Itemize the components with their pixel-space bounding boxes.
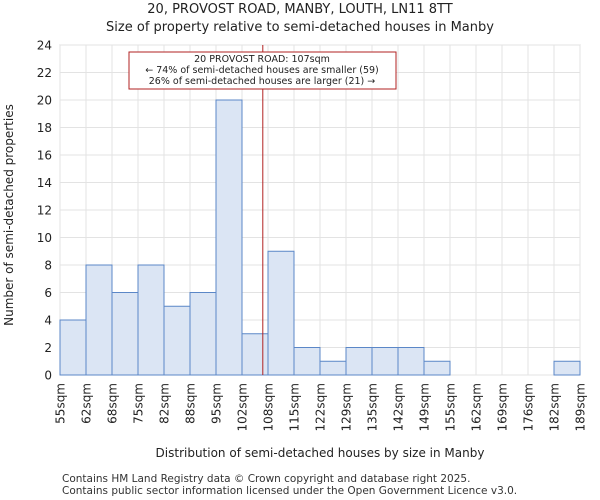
bar-108sqm: [267, 250, 295, 376]
x-tick-label: 162sqm: [470, 383, 484, 431]
annotation-line-1: 20 PROVOST ROAD: 107sqm: [194, 54, 330, 65]
bar-115sqm: [293, 347, 321, 376]
x-tick-label: 115sqm: [288, 383, 302, 431]
x-tick-label: 182sqm: [548, 383, 562, 431]
y-tick-label: 6: [44, 286, 52, 300]
y-tick-label: 22: [37, 66, 52, 80]
x-tick-label: 102sqm: [236, 383, 250, 431]
bar-68sqm: [111, 292, 139, 376]
footer-line-1: Contains HM Land Registry data © Crown c…: [62, 473, 471, 485]
y-tick-label: 12: [37, 204, 52, 218]
x-tick-label: 108sqm: [262, 383, 276, 431]
y-tick-label: 14: [37, 176, 52, 190]
bar-129sqm: [345, 347, 373, 376]
x-tick-label: 95sqm: [210, 383, 224, 424]
x-tick-label: 176sqm: [522, 383, 536, 431]
bar-142sqm: [397, 347, 425, 376]
y-tick-label: 10: [37, 231, 52, 245]
y-tick-label: 0: [44, 369, 52, 383]
bar-75sqm: [137, 264, 165, 376]
x-tick-label: 68sqm: [106, 383, 120, 424]
x-tick-label: 122sqm: [314, 383, 328, 431]
bar-149sqm: [423, 360, 451, 376]
x-axis-label: Distribution of semi-detached houses by …: [156, 446, 485, 460]
y-tick-label: 16: [37, 149, 52, 163]
x-tick-label: 189sqm: [574, 383, 588, 431]
x-tick-label: 55sqm: [54, 383, 68, 424]
x-tick-label: 142sqm: [392, 383, 406, 431]
bar-55sqm: [59, 319, 87, 376]
bar-82sqm: [163, 305, 191, 376]
bars: [59, 99, 581, 376]
y-axis-label: Number of semi-detached properties: [2, 104, 16, 326]
annotation-line-2: ← 74% of semi-detached houses are smalle…: [145, 65, 379, 76]
x-axis: 55sqm 62sqm 68sqm 75sqm 82sqm 88sqm 95sqm 102sq…: [54, 383, 588, 431]
y-tick-label: 20: [37, 94, 52, 108]
x-tick-label: 62sqm: [80, 383, 94, 424]
y-tick-label: 24: [37, 39, 52, 53]
y-tick-label: 18: [37, 121, 52, 135]
x-tick-label: 155sqm: [444, 383, 458, 431]
footer-line-2: Contains public sector information licen…: [62, 485, 518, 497]
x-tick-label: 75sqm: [132, 383, 146, 424]
y-tick-label: 4: [44, 314, 52, 328]
x-tick-label: 82sqm: [158, 383, 172, 424]
chart-title: 20, PROVOST ROAD, MANBY, LOUTH, LN11 8TT: [147, 2, 453, 17]
x-tick-label: 135sqm: [366, 383, 380, 431]
bar-62sqm: [85, 264, 113, 376]
bar-102sqm: [241, 333, 269, 376]
x-tick-label: 88sqm: [184, 383, 198, 424]
bar-122sqm: [319, 360, 347, 376]
y-tick-label: 8: [44, 259, 52, 273]
y-tick-label: 2: [44, 341, 52, 355]
bar-135sqm: [371, 347, 399, 376]
bar-88sqm: [189, 292, 217, 376]
annotation-line-3: 26% of semi-detached houses are larger (…: [149, 76, 376, 87]
x-tick-label: 129sqm: [340, 383, 354, 431]
chart-subtitle: Size of property relative to semi-detach…: [106, 20, 494, 35]
x-tick-label: 169sqm: [496, 383, 510, 431]
annotation-box: [128, 51, 397, 90]
x-tick-label: 149sqm: [418, 383, 432, 431]
bar-182sqm: [553, 360, 581, 376]
bar-95sqm: [215, 99, 243, 376]
